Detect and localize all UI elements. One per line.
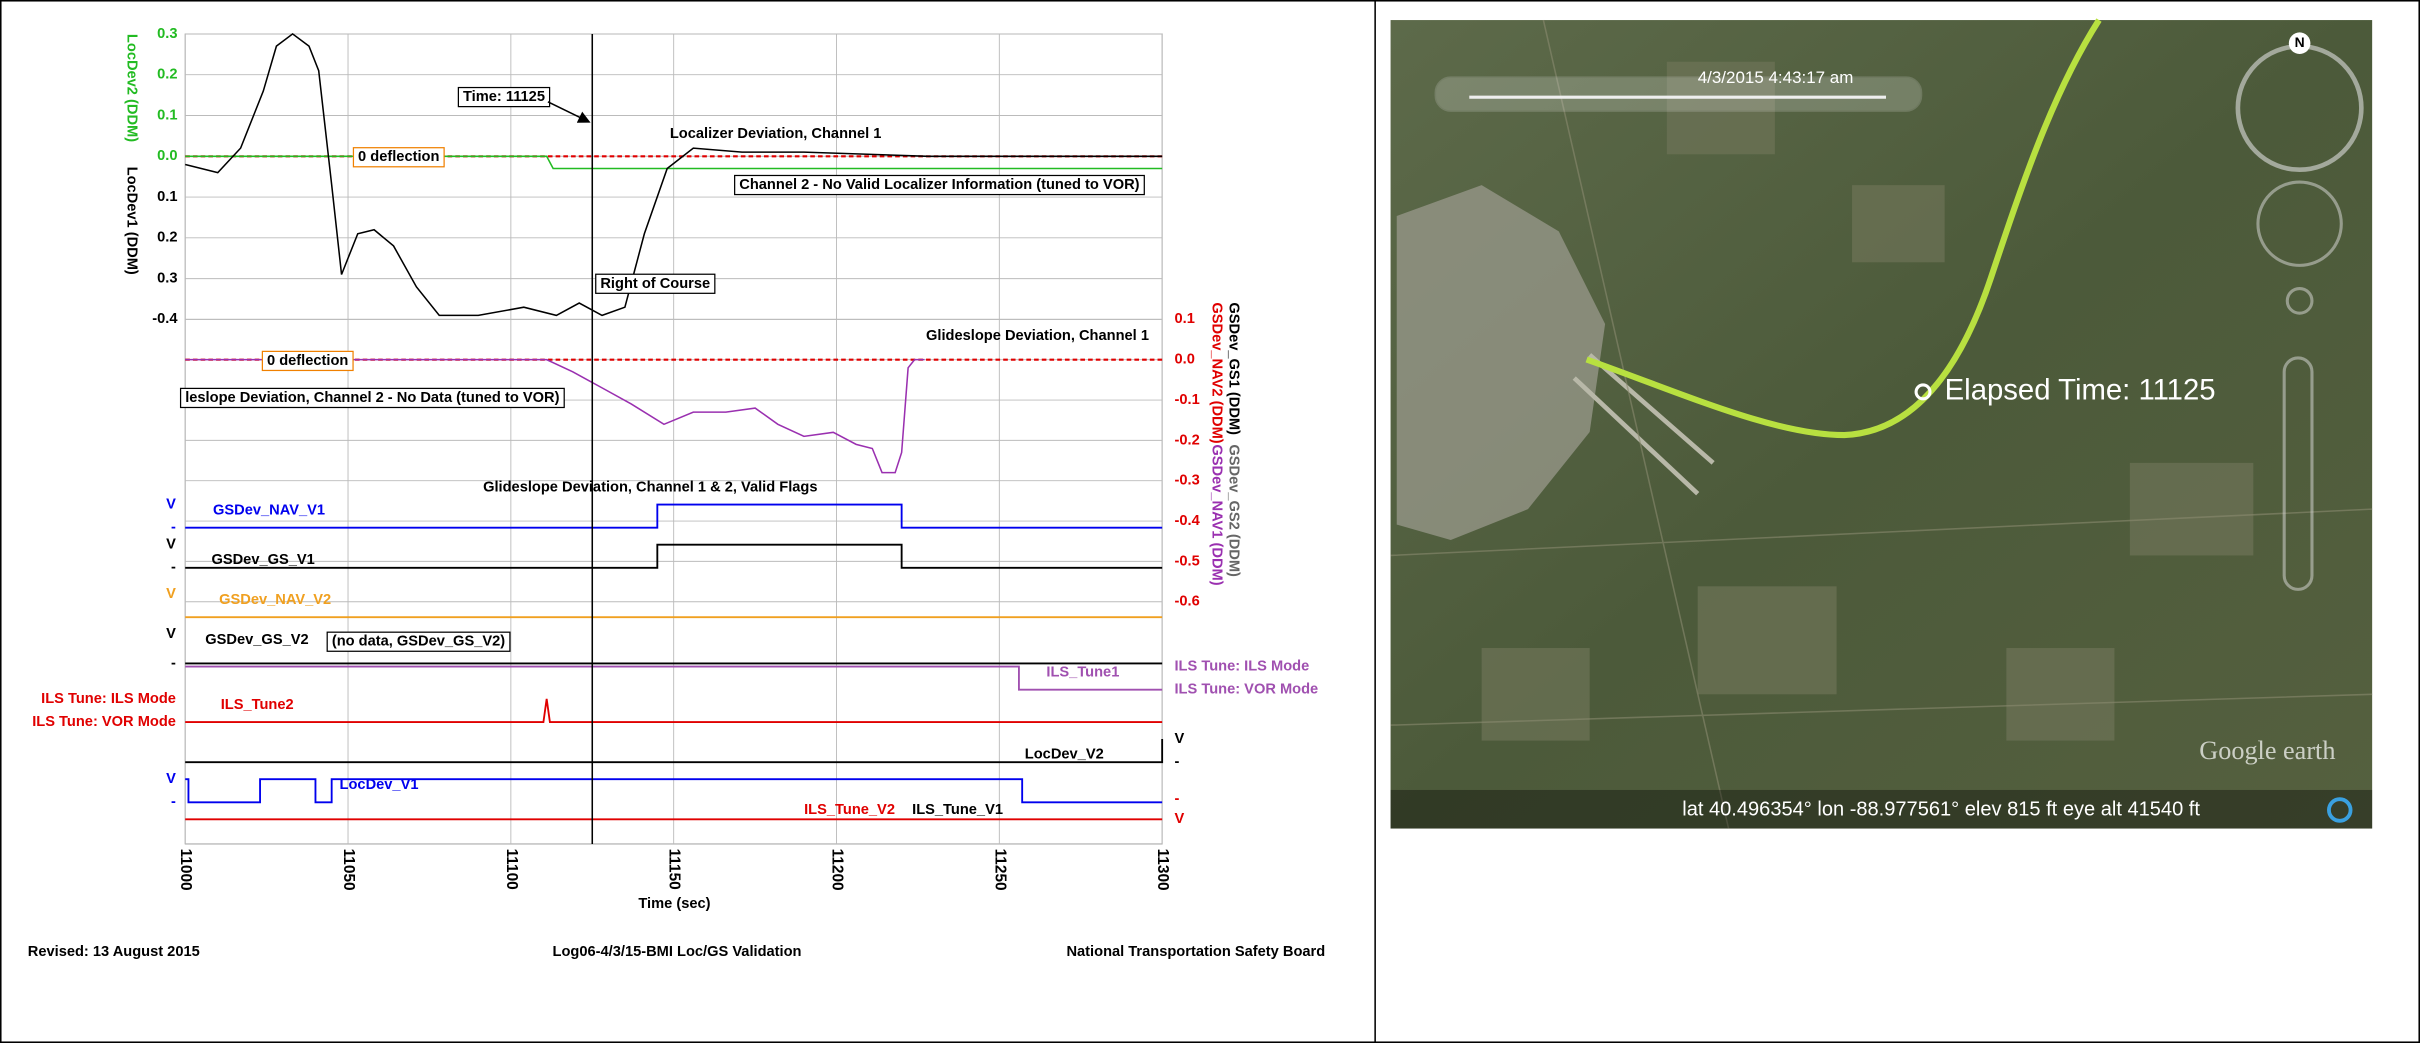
y2-axis-title: GSDev_NAV1 (DDM): [1208, 444, 1224, 585]
map-timestamp: 4/3/2015 4:43:17 am: [1698, 68, 1854, 87]
y-tick-label: 0.2: [157, 67, 177, 83]
y2-tick-label: -0.2: [1175, 432, 1200, 448]
flag-tick-label: V: [166, 771, 176, 787]
flag-tick-label: V: [166, 496, 176, 512]
flag-tick-label: -: [171, 794, 176, 810]
annotation: 0 deflection: [267, 353, 348, 369]
flag-name: LocDev_V2: [1025, 746, 1104, 762]
page-canvas: 11000 11050 11100 11150 11200 11250 11300 Time …: [0, 0, 2420, 1043]
y2-axis-title: GSDev_NAV2 (DDM): [1208, 302, 1224, 443]
flag-tick-label: ILS Tune: VOR Mode: [1175, 682, 1319, 698]
flag-tick-label: V: [1175, 731, 1185, 747]
y2-tick-label: -0.3: [1175, 473, 1200, 489]
y-axis-title: LocDev1 (DDM): [123, 167, 139, 275]
x-tick-label: 11150: [666, 849, 683, 890]
x-tick-label: 11250: [991, 849, 1008, 891]
page: {"chart_data": {"type": "line", "xlabel"…: [0, 0, 2420, 1043]
x-tick-label: 11300: [1154, 849, 1171, 891]
annotation: (no data, GSDev_GS_V2): [332, 634, 505, 650]
y2-tick-label: -0.5: [1175, 553, 1200, 569]
footer-center: Log06-4/3/15-BMI Loc/GS Validation: [553, 944, 802, 960]
y-tick-label: 0.3: [157, 26, 177, 42]
y2-axis-title: GSDev_GS2 (DDM): [1225, 444, 1241, 577]
annotation: Glideslope Deviation, Channel 1 & 2, Val…: [483, 479, 817, 495]
y2-tick-label: 0.0: [1175, 352, 1195, 368]
y-tick-label: 0.3: [157, 270, 177, 286]
map-logo: Google earth: [2199, 736, 2335, 765]
annotation: ILS_Tune_V1: [912, 802, 1003, 818]
map-view: Elapsed Time: 11125 4/3/2015 4:43:17 am …: [1391, 20, 2373, 828]
annotation: Channel 2 - No Valid Localizer Informati…: [739, 177, 1139, 193]
x-tick-label: 11200: [828, 849, 845, 891]
y2-tick-label: -0.6: [1175, 594, 1200, 610]
x-axis-title: Time (sec): [638, 896, 710, 912]
flag-tick-label: V: [166, 586, 176, 602]
y-tick-label: 0.0: [157, 148, 177, 164]
flag-tick-label: ILS Tune: ILS Mode: [1175, 658, 1310, 674]
flag-name: GSDev_NAV_V1: [213, 503, 325, 519]
annotation: Glideslope Deviation, Channel 1: [926, 328, 1149, 344]
y2-tick-label: -0.1: [1175, 392, 1200, 408]
annotation: 0 deflection: [358, 149, 439, 165]
x-tick-label: 11050: [340, 849, 357, 891]
flag-tick-label: -: [1175, 791, 1180, 807]
flag-tick-label: V: [1175, 811, 1185, 827]
compass-label: N: [2295, 34, 2305, 50]
y-tick-label: -0.4: [152, 311, 178, 327]
flag-tick-label: -: [171, 655, 176, 671]
flag-tick-label: -: [171, 520, 176, 536]
flag-name: GSDev_NAV_V2: [219, 592, 331, 608]
flag-tick-label: V: [166, 537, 176, 553]
marker-label: Elapsed Time: 11125: [1945, 374, 2216, 407]
flag-tick-label: -: [1175, 754, 1180, 770]
y2-axis-title: GSDev_GS1 (DDM): [1225, 302, 1241, 435]
flag-name: LocDev_V1: [340, 777, 419, 793]
flag-tick-label: -: [171, 560, 176, 576]
y2-tick-label: -0.4: [1175, 513, 1201, 529]
x-tick-label: 11100: [503, 849, 520, 890]
flag-name: GSDev_GS_V1: [211, 552, 314, 568]
annotation: Localizer Deviation, Channel 1: [670, 126, 882, 142]
flag-name: ILS_Tune_V2: [804, 802, 895, 818]
y-axis-title: LocDev2 (DDM): [123, 34, 139, 142]
y2-tick-label: 0.1: [1175, 311, 1195, 327]
footer-right: National Transportation Safety Board: [1066, 944, 1325, 960]
footer-left: Revised: 13 August 2015: [28, 944, 200, 960]
y-tick-label: 0.1: [157, 189, 177, 205]
annotation: Time: 11125: [463, 89, 545, 105]
flag-name: GSDev_GS_V2: [205, 632, 308, 648]
flag-tick-label: ILS Tune: VOR Mode: [32, 714, 176, 730]
annotation: leslope Deviation, Channel 2 - No Data (…: [185, 390, 559, 406]
y-tick-label: 0.1: [157, 107, 177, 123]
flag-tick-label: ILS Tune: ILS Mode: [41, 691, 176, 707]
x-tick-label: 11000: [177, 849, 194, 891]
flag-name: ILS_Tune1: [1046, 665, 1119, 681]
y-tick-label: 0.2: [157, 230, 177, 246]
annotation: Right of Course: [600, 276, 710, 292]
flag-name: ILS_Tune2: [221, 697, 294, 713]
map-status: lat 40.496354° lon -88.977561° elev 815 …: [1682, 798, 2200, 820]
flag-tick-label: V: [166, 626, 176, 642]
